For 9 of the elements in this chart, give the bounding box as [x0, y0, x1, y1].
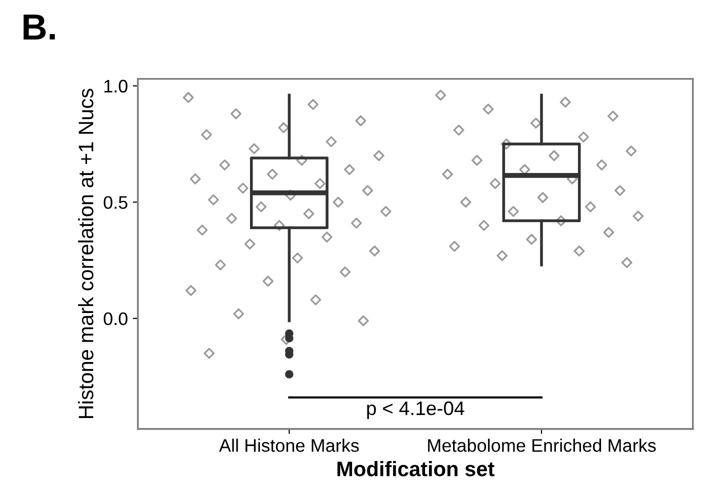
y-tick-label: 1.0 [104, 80, 128, 93]
y-tick-label: 0.5 [104, 196, 128, 209]
x-tick-label: Metabolome Enriched Marks [428, 438, 656, 452]
x-tick-label: All Histone Marks [219, 438, 359, 452]
chart-title: B. [24, 14, 55, 40]
annotation: p < 4.1e-04 [367, 401, 464, 420]
y-axis-title: Histone mark correlation at +1 Nucs [78, 88, 94, 418]
y-tick-label: 0.0 [104, 312, 128, 326]
x-axis-title: Modification set [337, 461, 494, 476]
